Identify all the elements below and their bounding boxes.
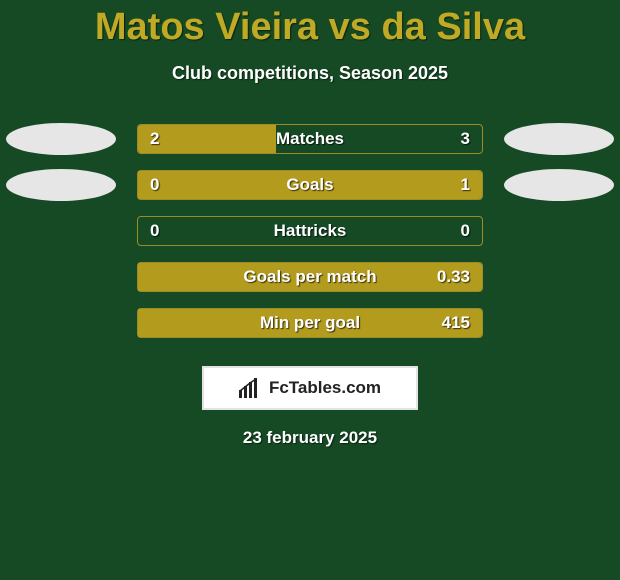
comparison-chart: 23Matches01Goals00Hattricks0.33Goals per… xyxy=(0,124,620,354)
source-badge: FcTables.com xyxy=(202,366,418,410)
stat-label: Hattricks xyxy=(138,221,482,241)
stat-row: 23Matches xyxy=(0,124,620,170)
stat-bar: 0 0Hattricks xyxy=(137,216,483,246)
stat-right-value: 1 xyxy=(461,175,470,195)
stat-row: 0.33Goals per match xyxy=(0,262,620,308)
comparison-title: Matos Vieira vs da Silva xyxy=(0,0,620,49)
bars-icon xyxy=(239,378,263,398)
stat-bar: 23Matches xyxy=(137,124,483,154)
stat-bar: 0.33Goals per match xyxy=(137,262,483,292)
comparison-subtitle: Club competitions, Season 2025 xyxy=(0,63,620,84)
player-right-icon xyxy=(504,169,614,201)
stat-bar-fill-right xyxy=(138,309,482,337)
source-badge-text: FcTables.com xyxy=(269,378,381,398)
stat-left-value: 2 xyxy=(150,129,159,149)
stat-bar: 01Goals xyxy=(137,170,483,200)
stat-bar-fill-right xyxy=(138,171,482,199)
stat-bar: 415Min per goal xyxy=(137,308,483,338)
stat-row: 415Min per goal xyxy=(0,308,620,354)
stat-right-value: 415 xyxy=(442,313,470,333)
stat-right-value: 0 xyxy=(461,221,470,241)
stat-left-value: 0 xyxy=(150,175,159,195)
stat-row: 01Goals xyxy=(0,170,620,216)
stat-row: 0 0Hattricks xyxy=(0,216,620,262)
stat-bar-fill-right xyxy=(138,263,482,291)
stat-left-value: 0 xyxy=(150,221,159,241)
stat-right-value: 3 xyxy=(461,129,470,149)
comparison-date: 23 february 2025 xyxy=(0,428,620,448)
player-left-icon xyxy=(6,169,116,201)
player-left-icon xyxy=(6,123,116,155)
stat-right-value: 0.33 xyxy=(437,267,470,287)
player-right-icon xyxy=(504,123,614,155)
